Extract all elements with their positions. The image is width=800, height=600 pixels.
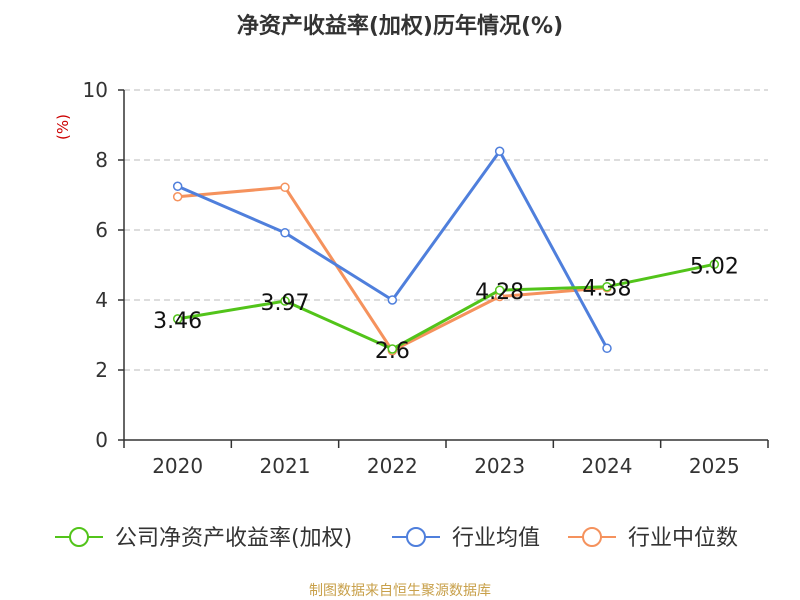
series xyxy=(172,146,720,356)
data-point xyxy=(172,314,183,324)
data-point xyxy=(387,344,398,354)
data-point xyxy=(280,228,290,238)
x-tick-label: 2023 xyxy=(474,454,525,478)
legend-label: 行业中位数 xyxy=(628,526,738,551)
y-tick-label: 6 xyxy=(95,218,108,242)
y-tick-label: 10 xyxy=(83,78,108,102)
legend: 公司净资产收益率(加权) 行业均值 行业中位数 xyxy=(55,526,738,551)
data-label: 4.38 xyxy=(583,277,632,302)
data-point xyxy=(172,192,183,202)
data-point xyxy=(172,181,183,191)
y-tick-label: 0 xyxy=(95,428,108,452)
axes: 0 2 4 6 8 10 2020 2021 2022 2023 2024 2025 xyxy=(83,78,769,478)
series-line xyxy=(177,262,715,351)
legend-label: 公司净资产收益率(加权) xyxy=(115,526,352,551)
data-label: 4.28 xyxy=(475,280,524,305)
legend-label: 行业均值 xyxy=(452,526,540,551)
x-tick-label: 2025 xyxy=(689,454,740,478)
data-point xyxy=(602,343,612,354)
data-point xyxy=(494,285,505,295)
x-tick-label: 2024 xyxy=(582,454,633,478)
y-tick-label: 4 xyxy=(95,288,108,312)
data-point xyxy=(494,146,505,156)
chart-title: 净资产收益率(加权)历年情况(%) xyxy=(237,13,563,39)
data-point xyxy=(709,259,720,270)
y-tick-label: 8 xyxy=(95,148,108,172)
legend-marker-icon xyxy=(582,527,602,547)
data-label: 2.6 xyxy=(375,339,410,364)
legend-marker-icon xyxy=(69,527,89,547)
x-tick-label: 2022 xyxy=(367,454,418,478)
x-tick-label: 2020 xyxy=(152,454,203,478)
y-tick-label: 2 xyxy=(95,358,108,382)
data-label: 3.46 xyxy=(153,309,202,334)
grid xyxy=(124,89,768,371)
data-label: 5.02 xyxy=(690,254,739,279)
x-tick-label: 2021 xyxy=(260,454,311,478)
data-point xyxy=(387,295,398,305)
series-line xyxy=(177,185,608,353)
series-line xyxy=(177,149,609,350)
y-axis-label: (%) xyxy=(54,114,72,140)
data-labels: 3.46 3.97 2.6 4.28 4.38 5.02 xyxy=(153,254,739,364)
source-note: 制图数据来自恒生聚源数据库 xyxy=(309,583,491,599)
data-point xyxy=(280,296,290,306)
data-point xyxy=(280,182,290,193)
data-point xyxy=(602,281,612,292)
legend-marker-icon xyxy=(406,527,426,547)
data-label: 3.97 xyxy=(261,291,310,316)
